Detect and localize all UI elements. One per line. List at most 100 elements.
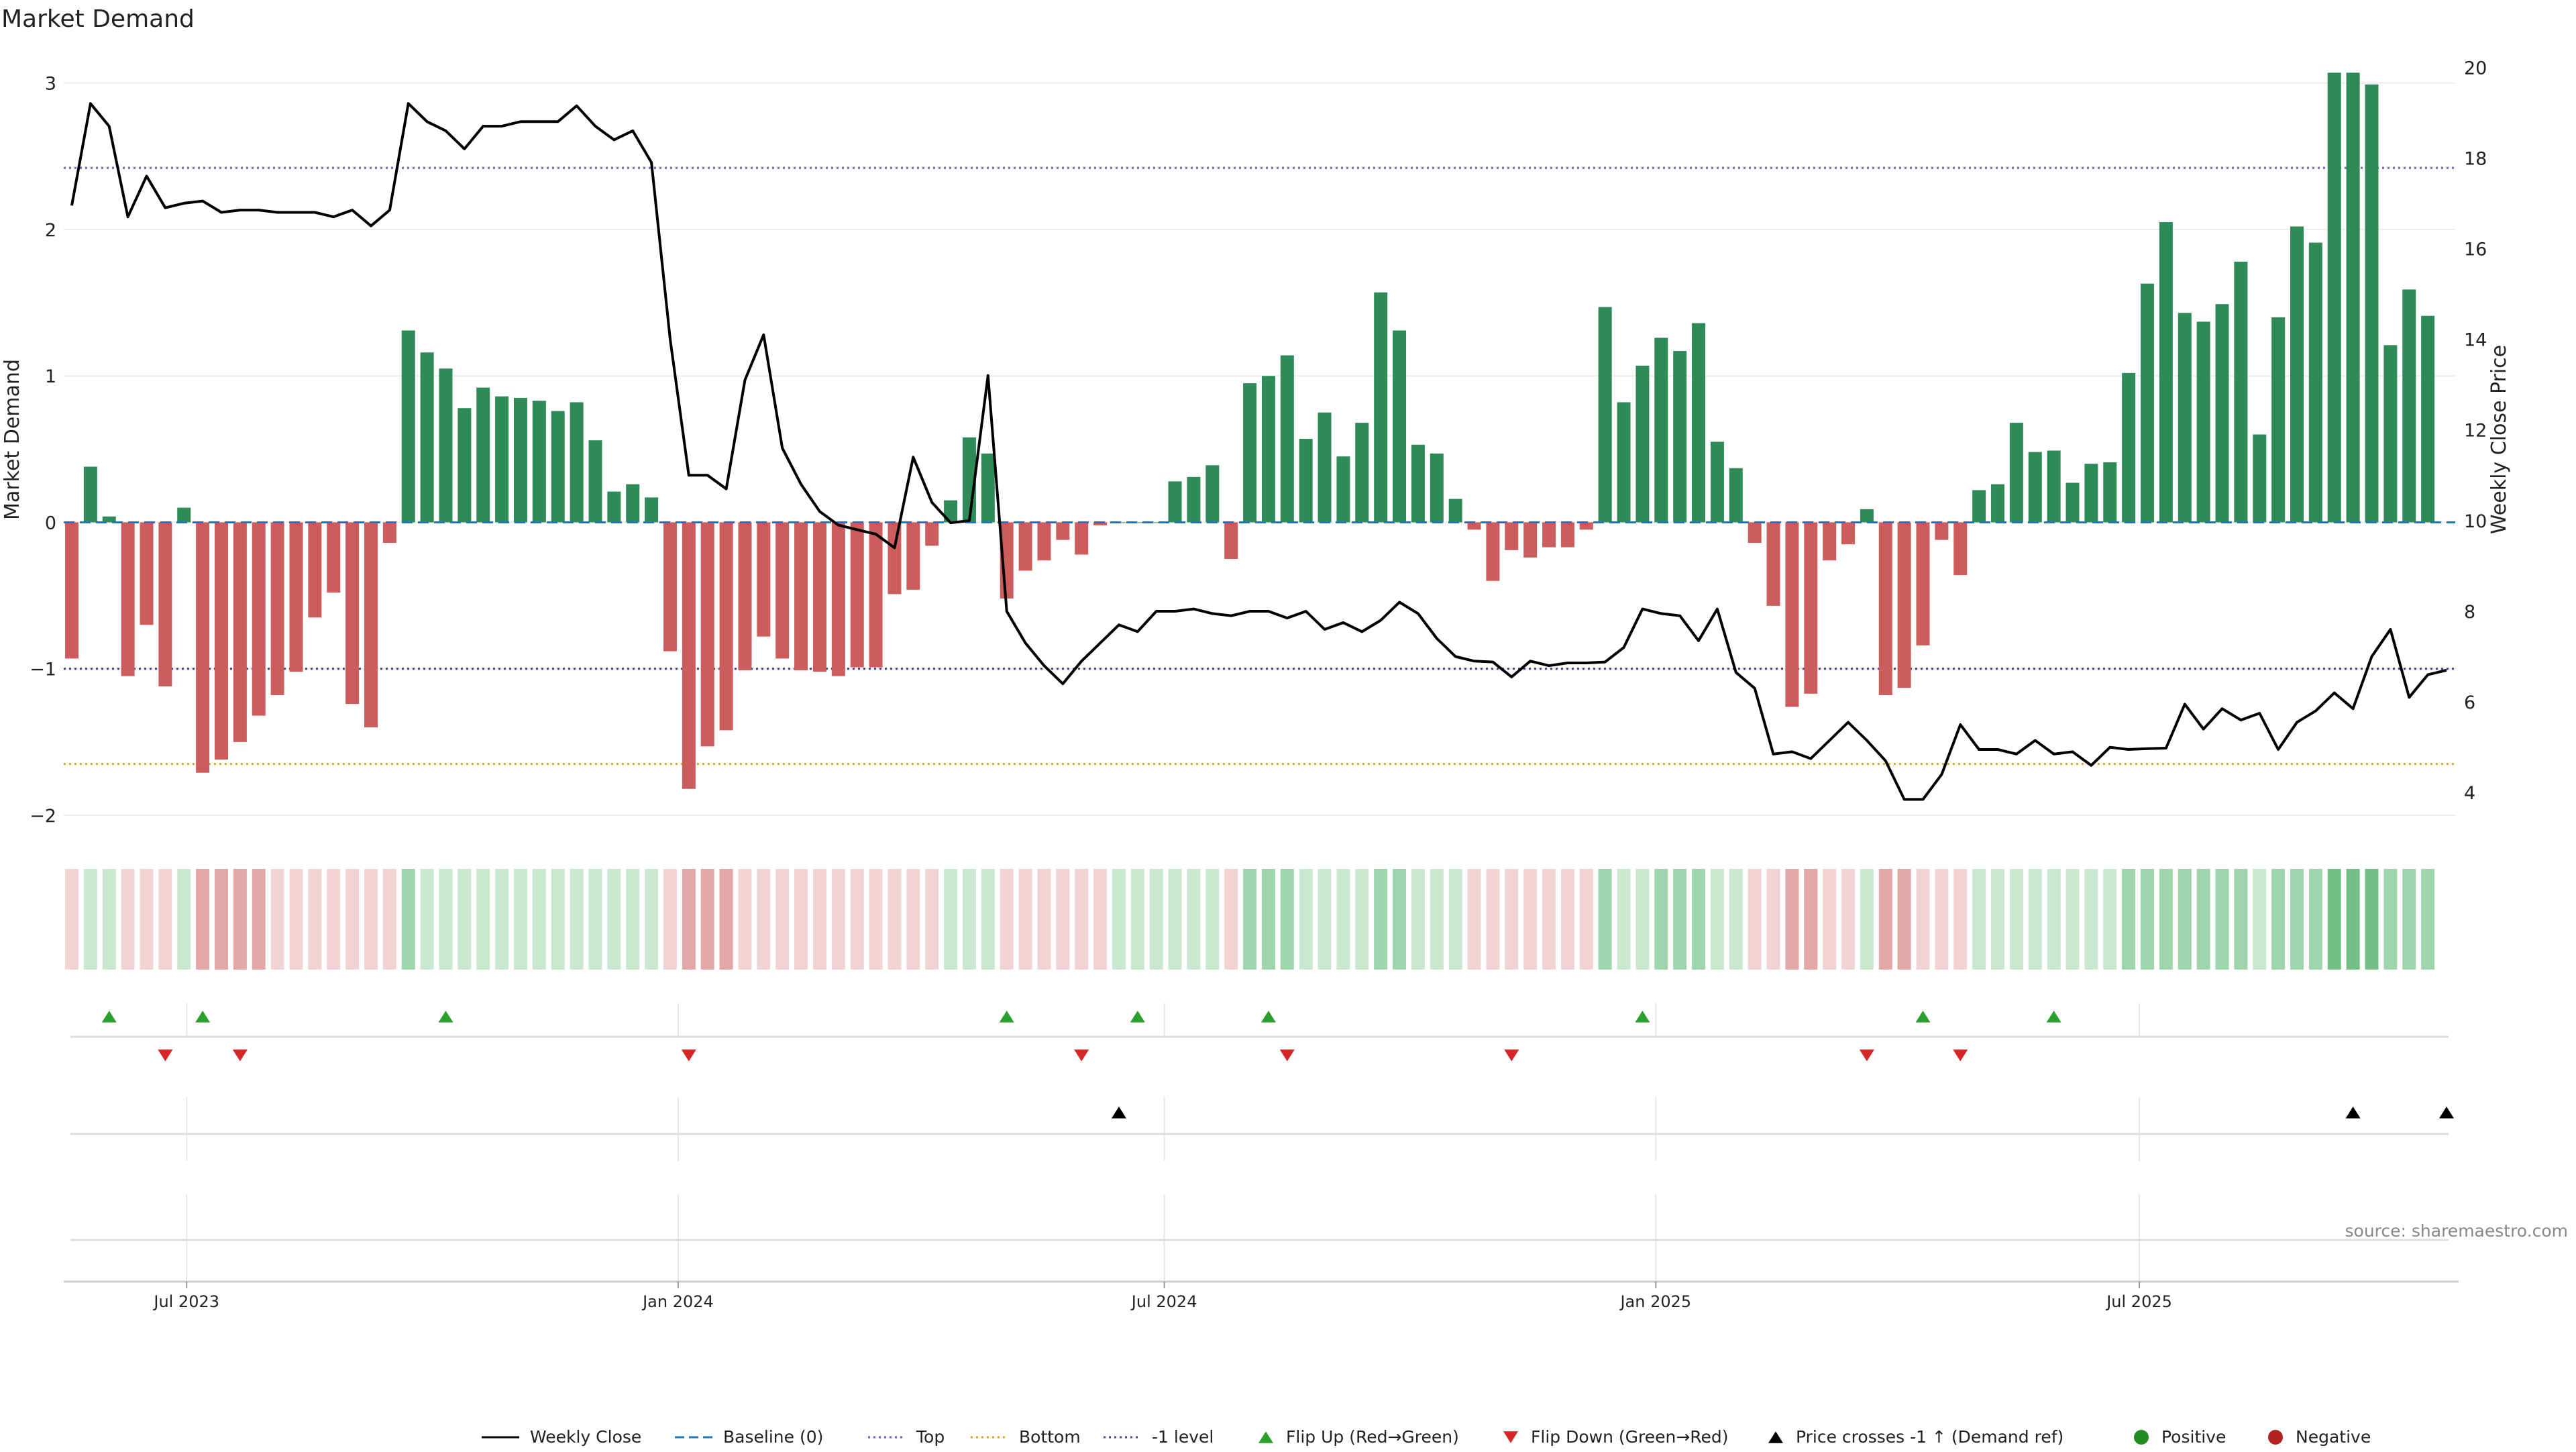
strip-cell (345, 869, 360, 970)
bar-positive (1355, 423, 1369, 523)
bar-positive (2009, 423, 2023, 523)
bar-positive (1168, 481, 1182, 523)
bar-positive (2234, 261, 2248, 523)
bar-negative (1766, 522, 1780, 606)
bar-positive (1243, 383, 1257, 523)
bar-negative (719, 522, 733, 731)
source-note: source: sharemaestro.com (2345, 1221, 2569, 1241)
strip-cell (1318, 869, 1332, 970)
y2-tick-label: 12 (2464, 421, 2487, 442)
strip-cell (121, 869, 135, 970)
strip-cell (327, 869, 341, 970)
bar-positive (2402, 289, 2416, 523)
strip-cell (738, 869, 752, 970)
strip-cell (1710, 869, 1724, 970)
bar-negative (158, 522, 172, 686)
bar-negative (1916, 522, 1930, 645)
strip-cell (1729, 869, 1743, 970)
bar-positive (513, 397, 527, 523)
legend-swatch (1503, 1431, 1518, 1443)
bar-positive (1991, 484, 2005, 523)
bar-positive (102, 516, 116, 523)
bar-positive (944, 500, 958, 523)
strip-cell (812, 869, 826, 970)
bar-positive (2084, 464, 2098, 523)
bar-positive (1336, 456, 1350, 523)
bar-positive (2271, 317, 2286, 523)
strip-cell (532, 869, 546, 970)
bar-negative (382, 522, 396, 543)
bar-positive (2196, 321, 2210, 523)
strip-cell (1112, 869, 1126, 970)
legend-label: -1 level (1152, 1427, 1214, 1447)
y2-tick-label: 14 (2464, 330, 2487, 351)
bar-negative (700, 522, 714, 747)
bar-negative (252, 522, 266, 716)
strip-cell (1280, 869, 1294, 970)
bar-negative (1804, 522, 1818, 694)
bar-positive (2122, 372, 2136, 523)
strip-cell (1635, 869, 1650, 970)
bar-negative (869, 522, 883, 668)
strip-cell (1785, 869, 1799, 970)
strip-cell (270, 869, 284, 970)
strip-cell (1056, 869, 1070, 970)
bar-negative (1467, 522, 1481, 530)
y2-tick-label: 4 (2464, 783, 2475, 804)
bar-negative (757, 522, 771, 637)
bar-positive (1149, 522, 1163, 523)
y-tick-label: 1 (45, 366, 56, 387)
strip-cell (626, 869, 640, 970)
bar-negative (1841, 522, 1856, 545)
bar-positive (1261, 376, 1275, 523)
bar-positive (2327, 72, 2341, 523)
flip-up-marker (195, 1010, 211, 1023)
bar-positive (2215, 304, 2229, 523)
bar-positive (1673, 351, 1687, 523)
strip-cell (981, 869, 995, 970)
strip-cell (682, 869, 696, 970)
strip-cell (1355, 869, 1369, 970)
strip-cell (1673, 869, 1687, 970)
bar-negative (888, 522, 902, 594)
strip-cell (1430, 869, 1444, 970)
strip-cell (140, 869, 154, 970)
bar-negative (1560, 522, 1574, 548)
bar-negative (214, 522, 228, 760)
strip-cell (850, 869, 864, 970)
strip-cell (1598, 869, 1612, 970)
strip-cell (1916, 869, 1930, 970)
strip-cell (1037, 869, 1051, 970)
bar-negative (1224, 522, 1238, 560)
strip-cell (2215, 869, 2229, 970)
strip-cell (1299, 869, 1313, 970)
y2-tick-label: 6 (2464, 692, 2475, 713)
bar-positive (495, 396, 509, 523)
strip-cell (906, 869, 920, 970)
strip-cell (252, 869, 266, 970)
bar-negative (1075, 522, 1089, 555)
bar-positive (2103, 462, 2117, 523)
strip-cell (962, 869, 976, 970)
strip-cell (1486, 869, 1500, 970)
bar-negative (289, 522, 303, 672)
bar-positive (1710, 442, 1724, 523)
bar-positive (177, 507, 191, 523)
bar-negative (345, 522, 360, 705)
strip-cell (65, 869, 78, 970)
chart-title: Market Demand (1, 5, 195, 33)
strip-cell (401, 869, 415, 970)
strip-cell (1393, 869, 1407, 970)
legend-label: Flip Up (Red→Green) (1286, 1427, 1459, 1447)
strip-cell (1000, 869, 1014, 970)
strip-cell (458, 869, 472, 970)
strip-cell (2253, 869, 2267, 970)
legend-swatch (2134, 1430, 2149, 1445)
bar-positive (1617, 402, 1631, 523)
strip-cell (1411, 869, 1425, 970)
bar-positive (476, 387, 490, 523)
bar-negative (196, 522, 210, 773)
strip-cell (2084, 869, 2098, 970)
strip-cell (2028, 869, 2042, 970)
